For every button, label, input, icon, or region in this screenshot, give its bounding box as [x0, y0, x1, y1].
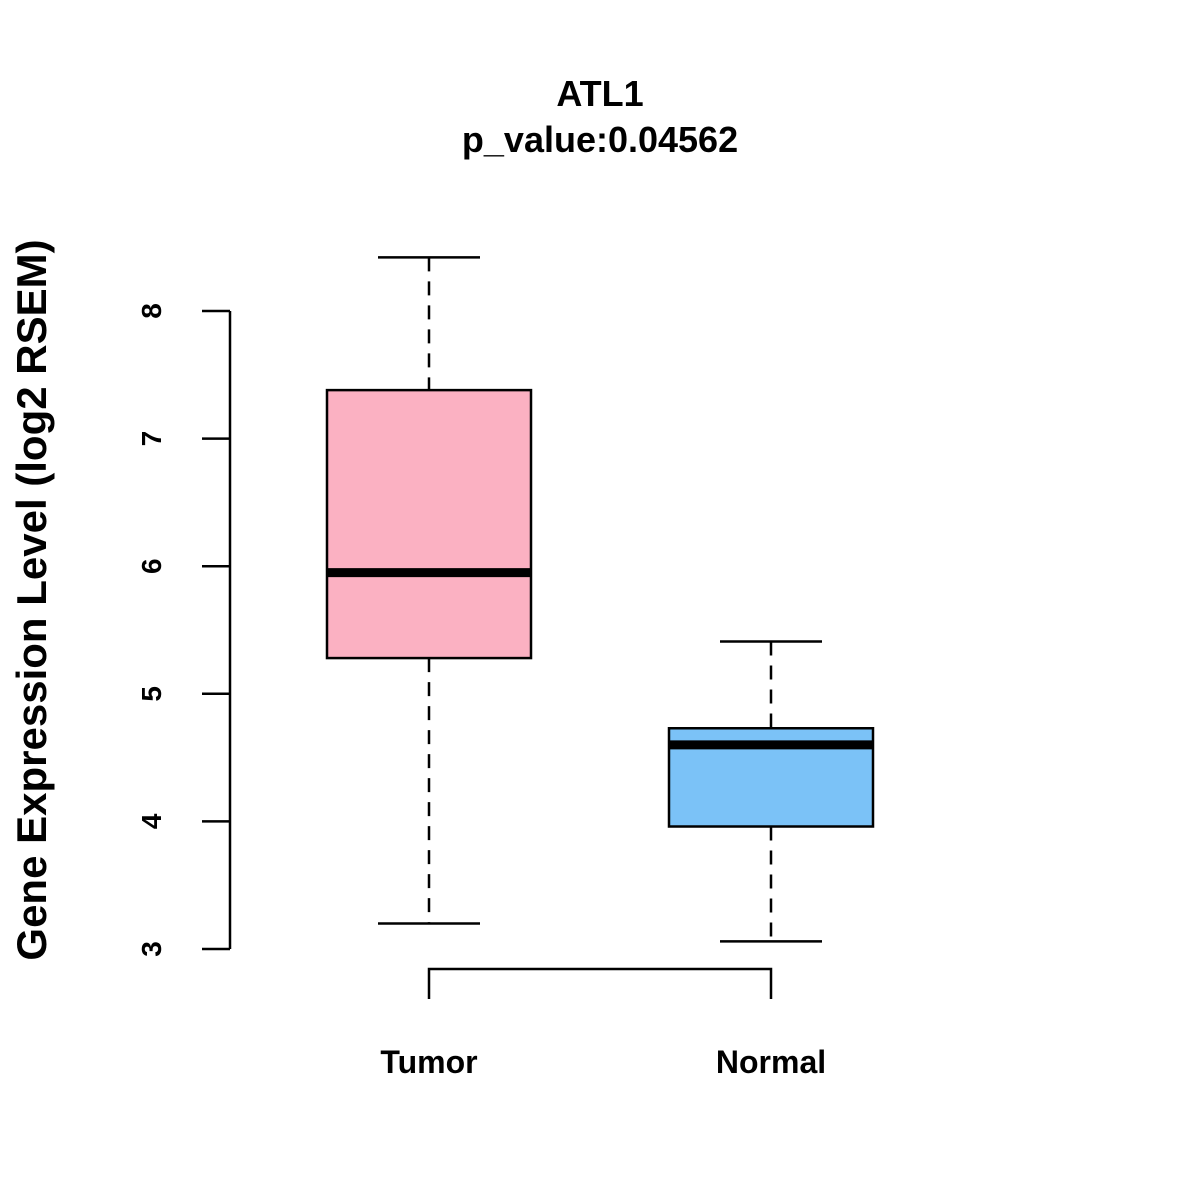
x-tick-label-normal: Normal — [716, 1044, 826, 1080]
x-tick-label-tumor: Tumor — [380, 1044, 477, 1080]
y-axis: 3 4 5 6 7 8 — [136, 303, 232, 957]
y-tick-label: 4 — [136, 813, 167, 829]
y-tick-label: 7 — [136, 431, 167, 447]
y-tick-label: 5 — [136, 686, 167, 702]
box-tumor — [325, 256, 533, 925]
y-tick-label: 3 — [136, 941, 167, 957]
y-tick-label: 8 — [136, 303, 167, 319]
chart-title: ATL1 — [556, 73, 643, 114]
bracket-line — [427, 967, 773, 999]
y-axis-label: Gene Expression Level (log2 RSEM) — [8, 239, 55, 960]
significance-bracket — [427, 967, 773, 999]
iqr-box — [325, 388, 533, 660]
y-tick-label: 6 — [136, 558, 167, 574]
chart-subtitle: p_value:0.04562 — [462, 119, 738, 160]
box-normal — [667, 640, 875, 943]
boxes-group — [325, 256, 875, 943]
x-axis-labels: Tumor Normal — [380, 1044, 826, 1080]
